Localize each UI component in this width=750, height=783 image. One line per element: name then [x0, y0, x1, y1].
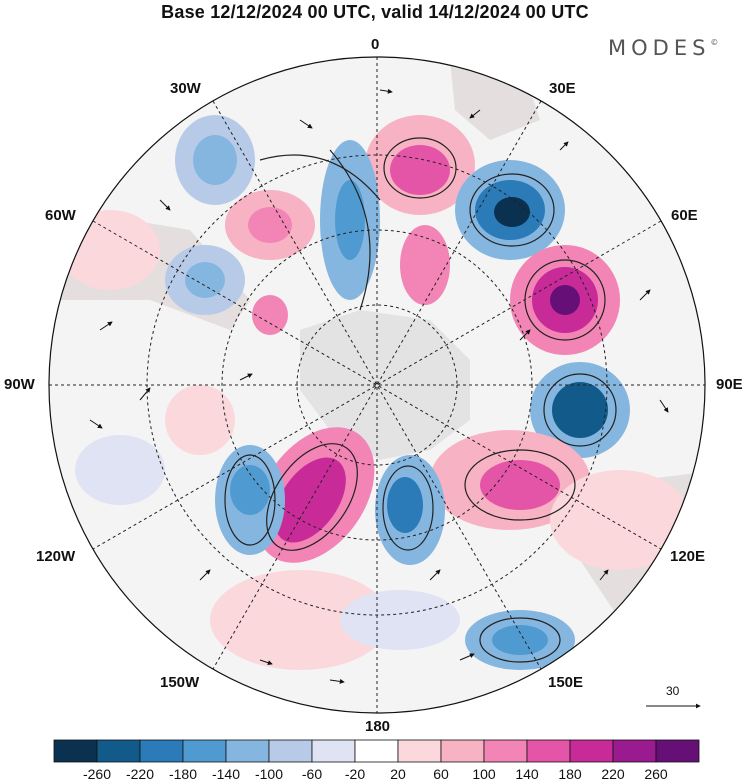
- colorbar-tick-label: 100: [472, 766, 496, 782]
- colorbar-swatch: [182, 739, 227, 763]
- lon-label-120w: 120W: [36, 548, 76, 565]
- colorbar-tick-label: 260: [644, 766, 668, 782]
- lon-label-150w: 150W: [160, 674, 200, 691]
- colorbar-swatch: [96, 739, 141, 763]
- lon-label-150e: 150E: [548, 674, 584, 691]
- colorbar-tick-label: -220: [126, 766, 154, 782]
- colorbar-tick-label: 20: [390, 766, 406, 782]
- colorbar-tick-label: 140: [515, 766, 539, 782]
- brand-logo: MODES©: [608, 36, 718, 60]
- colorbar-swatch: [397, 739, 442, 763]
- colorbar-swatch: [139, 739, 184, 763]
- polar-map: [48, 56, 706, 714]
- colorbar-swatch: [225, 739, 270, 763]
- brand-name: MODES: [608, 36, 711, 60]
- colorbar-swatch: [569, 739, 614, 763]
- map-border: [48, 56, 706, 714]
- colorbar-tick-label: -180: [169, 766, 197, 782]
- colorbar-swatch: [268, 739, 313, 763]
- colorbar-swatch: [612, 739, 657, 763]
- lon-label-90w: 90W: [4, 376, 35, 393]
- colorbar-swatch: [440, 739, 485, 763]
- contour-lines: [224, 137, 617, 663]
- lon-label-90e: 90E: [716, 376, 743, 393]
- colorbar-tick-label: 60: [433, 766, 449, 782]
- lon-label-60e: 60E: [671, 207, 698, 224]
- colorbar-tick-label: -140: [212, 766, 240, 782]
- colorbar-tick-label: 180: [558, 766, 582, 782]
- colorbar-tick-label: -20: [345, 766, 365, 782]
- colorbar-swatch: [526, 739, 571, 763]
- lon-label-30w: 30W: [170, 80, 201, 97]
- reference-vector-label: 30: [666, 684, 680, 698]
- colorbar-swatch: [53, 739, 98, 763]
- lon-label-0: 0: [371, 36, 380, 53]
- graticule: [49, 57, 705, 713]
- colorbar-swatch: [311, 739, 356, 763]
- colorbar-swatch: [483, 739, 528, 763]
- colorbar-tick-label: -100: [255, 766, 283, 782]
- colorbar-tick-label: 220: [601, 766, 625, 782]
- map-field: [49, 57, 705, 713]
- lon-label-120e: 120E: [670, 548, 706, 565]
- lon-label-30e: 30E: [549, 80, 576, 97]
- colorbar-swatch: [655, 739, 700, 763]
- colorbar-swatch: [354, 739, 399, 763]
- lon-label-180: 180: [365, 718, 391, 735]
- colorbar: -260 -220 -180 -140 -100 -60 -20 20 60 100 140 180 2…: [53, 739, 700, 782]
- wind-vectors: [89, 88, 669, 684]
- lon-label-60w: 60W: [45, 207, 76, 224]
- chart-title: Base 12/12/2024 00 UTC, valid 14/12/2024…: [161, 2, 589, 22]
- brand-mark: ©: [710, 38, 719, 47]
- colorbar-tick-label: -260: [83, 766, 111, 782]
- colorbar-tick-label: -60: [302, 766, 322, 782]
